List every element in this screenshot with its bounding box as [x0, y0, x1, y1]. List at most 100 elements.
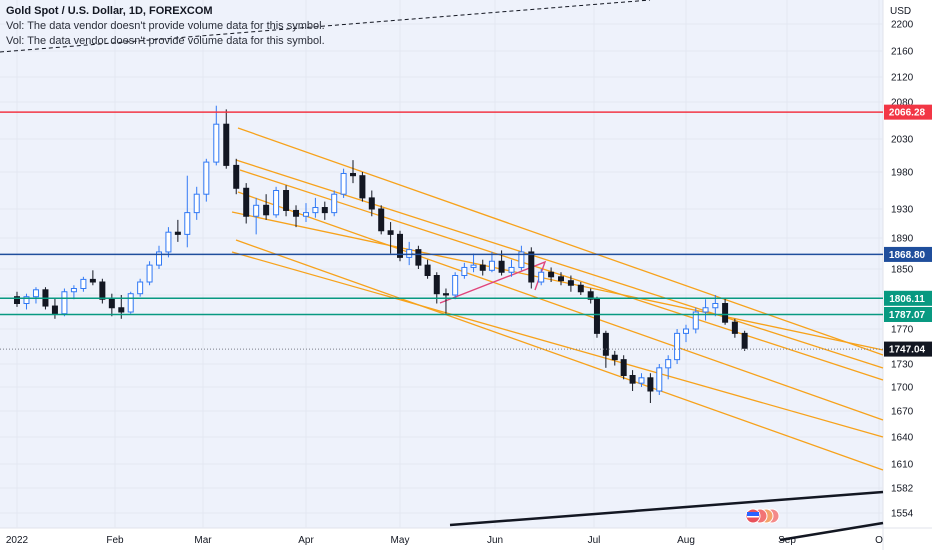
- candle: [127, 291, 134, 314]
- candle: [184, 175, 191, 248]
- channel-line[interactable]: [231, 211, 884, 351]
- candle: [321, 201, 328, 220]
- time-tick-label: Mar: [194, 535, 212, 546]
- svg-text:1868.80: 1868.80: [889, 250, 926, 261]
- channel-line[interactable]: [235, 239, 884, 471]
- candle: [558, 272, 564, 286]
- candle: [461, 262, 468, 279]
- candle: [587, 288, 594, 304]
- candle: [378, 205, 385, 235]
- candle: [303, 203, 309, 223]
- time-tick-label: Apr: [298, 535, 314, 546]
- candle: [312, 197, 319, 218]
- price-tick-label: 2080: [891, 98, 914, 109]
- flag-icon[interactable]: [745, 508, 780, 524]
- candle: [14, 291, 20, 307]
- candle: [340, 168, 347, 198]
- candle: [253, 197, 260, 235]
- candle: [538, 269, 545, 286]
- candle: [350, 160, 356, 184]
- candle: [638, 373, 645, 387]
- candle: [174, 219, 181, 242]
- candle: [665, 355, 672, 380]
- candle: [656, 364, 663, 395]
- price-label: 1787.07: [884, 306, 932, 322]
- price-label: 1806.11: [884, 290, 932, 306]
- price-tick-label: 1890: [891, 234, 914, 245]
- time-tick-label: Aug: [677, 535, 695, 546]
- candle: [647, 373, 654, 403]
- candle: [629, 370, 636, 391]
- candle: [331, 190, 338, 217]
- price-axis-background[interactable]: [883, 0, 932, 528]
- candle: [32, 287, 39, 304]
- price-tick-label: 1850: [891, 265, 914, 276]
- candle: [593, 296, 600, 338]
- candle: [577, 282, 584, 295]
- time-tick-label: May: [391, 535, 410, 546]
- price-tick-label: 1730: [891, 360, 914, 371]
- currency-label: USD: [890, 6, 911, 17]
- candle: [442, 288, 449, 314]
- candle: [479, 259, 486, 276]
- candle: [387, 222, 394, 254]
- candle: [293, 205, 300, 228]
- candle: [283, 185, 290, 217]
- candle: [80, 276, 87, 292]
- price-tick-label: 1980: [891, 168, 914, 179]
- candle: [602, 330, 609, 368]
- candle: [61, 288, 68, 317]
- svg-text:1747.04: 1747.04: [889, 345, 926, 356]
- support-trend-line[interactable]: [449, 490, 884, 527]
- candle: [508, 259, 515, 277]
- price-labels: 2066.28 1868.80 1806.11 1787.07 1747.04: [884, 104, 932, 357]
- svg-text:1787.07: 1787.07: [889, 310, 926, 321]
- candle: [243, 183, 250, 224]
- svg-text:1806.11: 1806.11: [889, 294, 925, 305]
- candle: [611, 350, 618, 366]
- candle: [488, 251, 495, 273]
- price-label: 2066.28: [884, 104, 932, 120]
- candle: [233, 158, 240, 195]
- price-axis[interactable]: 1554158216101640167017001730177018101850…: [891, 20, 914, 520]
- time-tick-label: Jun: [487, 535, 503, 546]
- price-tick-label: 1610: [891, 460, 914, 471]
- candle: [108, 293, 115, 317]
- candle: [415, 245, 422, 269]
- price-tick-label: 1554: [891, 509, 914, 520]
- price-tick-label: 2030: [891, 135, 914, 146]
- candle: [406, 241, 413, 266]
- candle: [146, 261, 153, 286]
- channel-line[interactable]: [231, 251, 884, 438]
- horizontal-lines[interactable]: [0, 111, 883, 350]
- candle: [193, 186, 200, 220]
- candle: [89, 270, 96, 286]
- candle: [368, 190, 375, 217]
- support-trend-line[interactable]: [779, 521, 884, 542]
- channel-line[interactable]: [237, 191, 884, 421]
- time-axis[interactable]: 2022 Feb Mar Apr May Jun Jul Aug Sep O: [6, 535, 883, 546]
- candle: [424, 259, 431, 279]
- candle: [452, 272, 459, 300]
- candle: [156, 245, 162, 269]
- volume-notice: Vol: The data vendor doesn't provide vol…: [6, 20, 325, 32]
- candle: [51, 298, 58, 319]
- candle: [620, 355, 627, 380]
- price-tick-label: 1770: [891, 325, 914, 336]
- dashed-trend-line[interactable]: [0, 0, 651, 53]
- price-tick-label: 1582: [891, 484, 914, 495]
- candle: [223, 109, 230, 169]
- candle: [722, 298, 729, 325]
- channel-line[interactable]: [237, 127, 884, 356]
- price-tick-label: 1670: [891, 407, 914, 418]
- candle: [397, 230, 403, 262]
- svg-text:2066.28: 2066.28: [889, 108, 926, 119]
- time-axis-background[interactable]: [0, 528, 932, 550]
- candle: [165, 227, 172, 258]
- candle: [213, 105, 220, 166]
- candle: [567, 275, 574, 292]
- price-label: 1747.04: [884, 341, 932, 357]
- symbol-title[interactable]: Gold Spot / U.S. Dollar, 1D, FOREXCOM: [6, 5, 213, 17]
- price-tick-label: 2160: [891, 47, 914, 58]
